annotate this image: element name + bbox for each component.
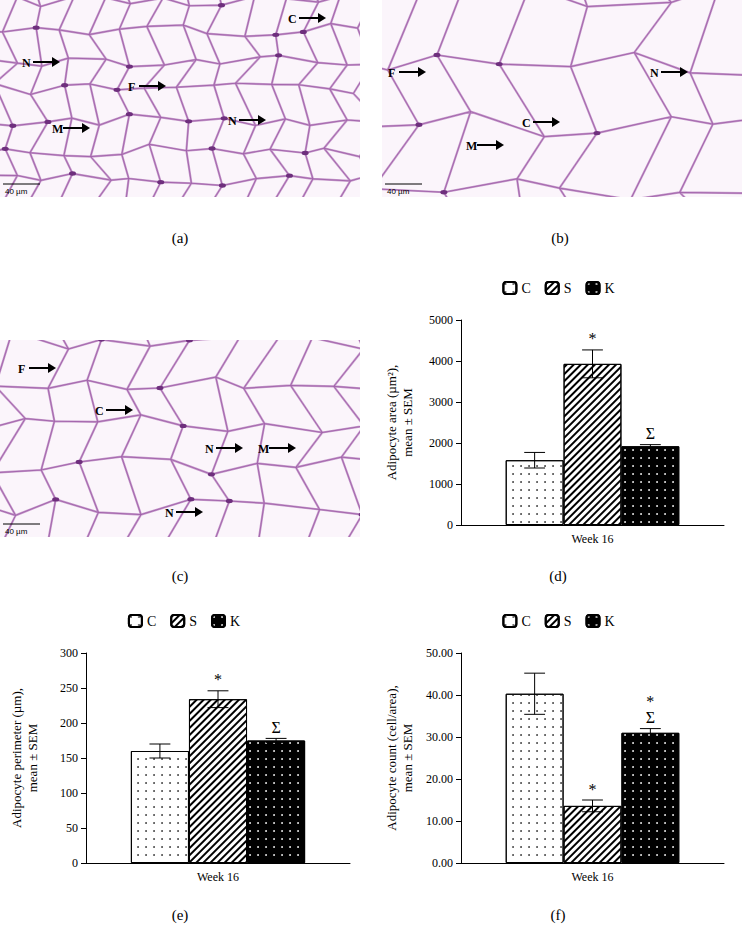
svg-text:40 µm: 40 µm [5, 527, 28, 536]
svg-text:M: M [466, 139, 477, 153]
svg-text:0: 0 [72, 856, 78, 870]
svg-text:S: S [189, 614, 197, 629]
svg-text:40.00: 40.00 [426, 688, 453, 702]
svg-text:K: K [230, 614, 240, 629]
svg-text:*: * [214, 671, 222, 688]
svg-text:K: K [605, 281, 615, 296]
svg-text:0: 0 [447, 518, 453, 532]
svg-text:50.00: 50.00 [426, 646, 453, 660]
svg-text:Week 16: Week 16 [571, 532, 613, 546]
svg-text:Adipocyte area (µm²),: Adipocyte area (µm²), [384, 365, 399, 481]
svg-text:mean ± SEM: mean ± SEM [400, 723, 415, 792]
svg-text:10.00: 10.00 [426, 814, 453, 828]
svg-text:0.00: 0.00 [432, 856, 453, 870]
svg-text:3000: 3000 [429, 395, 453, 409]
svg-text:F: F [128, 80, 135, 94]
svg-text:mean ± SEM: mean ± SEM [400, 388, 415, 457]
svg-text:1000: 1000 [429, 477, 453, 491]
svg-text:N: N [165, 506, 174, 520]
svg-text:N: N [650, 66, 659, 80]
svg-text:mean ± SEM: mean ± SEM [25, 723, 40, 792]
svg-text:N: N [205, 442, 214, 456]
svg-text:Σ: Σ [646, 709, 655, 726]
svg-text:100: 100 [60, 786, 78, 800]
svg-text:Σ: Σ [271, 719, 280, 736]
svg-text:C: C [521, 614, 530, 629]
svg-text:Σ: Σ [646, 425, 655, 442]
svg-text:C: C [95, 404, 104, 418]
svg-text:C: C [147, 614, 156, 629]
svg-text:F: F [388, 66, 395, 80]
svg-text:20.00: 20.00 [426, 772, 453, 786]
svg-text:C: C [522, 116, 531, 130]
svg-text:300: 300 [60, 646, 78, 660]
svg-text:M: M [258, 442, 269, 456]
svg-text:2000: 2000 [429, 436, 453, 450]
svg-text:40 µm: 40 µm [5, 187, 28, 196]
html-text:(a): (a) [171, 230, 189, 246]
svg-text:150: 150 [60, 751, 78, 765]
html-text:(b): (b) [551, 230, 569, 246]
svg-text:C: C [521, 281, 530, 296]
svg-text:Adipocyte count (cell/area),: Adipocyte count (cell/area), [384, 685, 399, 830]
html-text:(f): (f) [550, 907, 566, 923]
svg-text:4000: 4000 [429, 354, 453, 368]
svg-text:*: * [589, 330, 597, 347]
html-text:(c): (c) [171, 568, 189, 584]
html-text:(d): (d) [549, 568, 567, 584]
svg-text:*: * [646, 693, 654, 710]
html-text:(e): (e) [171, 907, 189, 923]
svg-text:200: 200 [60, 716, 78, 730]
svg-text:Week 16: Week 16 [571, 870, 613, 884]
svg-text:C: C [288, 12, 297, 26]
svg-text:40 µm: 40 µm [387, 187, 410, 196]
svg-text:Adipocyte perimeter (µm),: Adipocyte perimeter (µm), [9, 688, 24, 828]
svg-text:250: 250 [60, 681, 78, 695]
svg-text:Week 16: Week 16 [197, 870, 239, 884]
svg-text:N: N [22, 56, 31, 70]
svg-text:S: S [564, 281, 572, 296]
svg-text:*: * [589, 781, 597, 798]
svg-text:5000: 5000 [429, 313, 453, 327]
svg-text:30.00: 30.00 [426, 730, 453, 744]
svg-text:N: N [228, 114, 237, 128]
svg-text:S: S [564, 614, 572, 629]
svg-text:M: M [52, 122, 63, 136]
svg-text:F: F [18, 362, 25, 376]
svg-text:K: K [605, 614, 615, 629]
svg-text:50: 50 [66, 821, 78, 835]
